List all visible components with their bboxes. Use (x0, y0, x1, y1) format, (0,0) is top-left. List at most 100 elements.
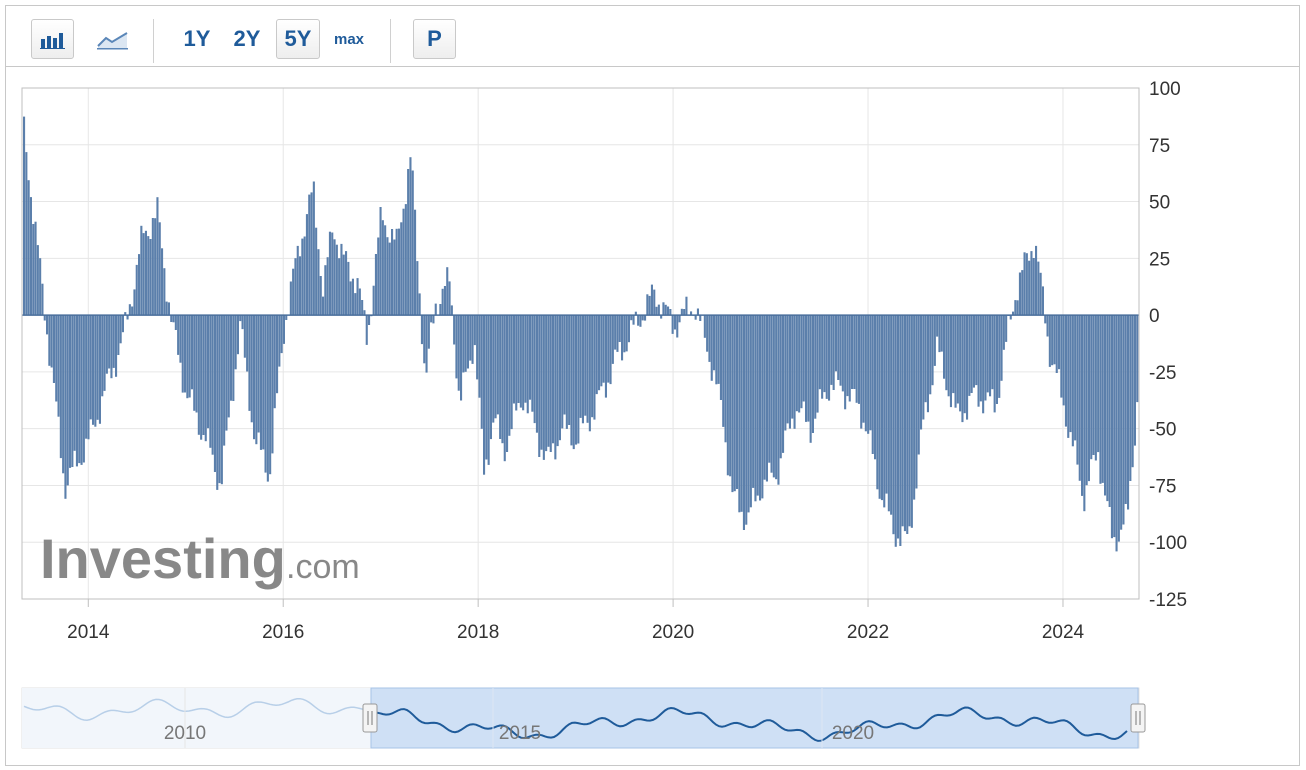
bar (1039, 272, 1042, 316)
navigator-selected-range[interactable] (370, 687, 1139, 749)
bar (397, 228, 400, 316)
bar (648, 295, 651, 316)
bar (848, 315, 851, 402)
bar (1028, 260, 1031, 316)
bar (469, 315, 472, 361)
bar (740, 315, 743, 512)
bar (66, 315, 69, 486)
bar (282, 315, 285, 344)
bar (715, 315, 718, 385)
bar (135, 264, 138, 316)
bar (894, 315, 897, 547)
bar (1113, 315, 1116, 538)
bar (903, 315, 906, 532)
bar (85, 315, 88, 439)
bar (1090, 315, 1093, 460)
bar (202, 315, 205, 435)
bar (1122, 315, 1125, 525)
p-button[interactable]: P (413, 19, 456, 59)
bar (1060, 315, 1063, 398)
bar (218, 315, 221, 484)
bar (1071, 315, 1074, 447)
bar (800, 315, 803, 409)
bar (662, 302, 665, 316)
bar (515, 315, 518, 411)
navigator-handle-right[interactable] (1130, 703, 1146, 733)
bar (650, 284, 653, 316)
bar (170, 315, 173, 322)
bar (190, 315, 193, 390)
navigator-label-2010: 2010 (164, 723, 206, 744)
bar (395, 228, 398, 316)
y-tick-label: -100 (1149, 533, 1187, 554)
bar (961, 315, 964, 423)
bar (669, 309, 672, 316)
bar (294, 258, 297, 316)
investing-logo: Investing .com (40, 527, 360, 590)
bar (211, 315, 214, 455)
bar (121, 315, 124, 333)
bar (384, 225, 387, 316)
bar (499, 315, 502, 439)
bar (841, 315, 844, 392)
bar (407, 169, 410, 316)
bar (213, 315, 216, 472)
bar (388, 242, 391, 316)
y-tick-label: -25 (1149, 363, 1176, 384)
bar (788, 315, 791, 429)
range-max-button[interactable]: max (333, 30, 365, 48)
bar (165, 301, 168, 316)
bar (885, 315, 888, 494)
bar (450, 305, 453, 316)
bar (234, 315, 237, 370)
bar (577, 315, 580, 444)
bar (706, 315, 709, 352)
bar (526, 315, 529, 414)
bar (710, 315, 713, 381)
bar (584, 315, 587, 416)
bar (933, 315, 936, 366)
bar (770, 315, 773, 473)
navigator-handle-left[interactable] (362, 703, 378, 733)
y-tick-label: 100 (1149, 79, 1181, 100)
bar (349, 281, 352, 316)
bar (869, 315, 872, 431)
range-5y-button[interactable]: 5Y (276, 19, 320, 59)
range-2y-button[interactable]: 2Y (233, 26, 261, 51)
bar (572, 315, 575, 450)
toolbar-separator (390, 19, 391, 63)
bar (126, 315, 129, 320)
bar (418, 293, 421, 316)
line-chart-button[interactable] (91, 19, 134, 59)
bar (29, 197, 32, 316)
bar (832, 315, 835, 390)
bar-chart-button[interactable] (31, 19, 74, 59)
bar (377, 237, 380, 316)
bar (393, 239, 396, 316)
bar (1032, 258, 1035, 316)
bar (864, 315, 867, 432)
bar (908, 315, 911, 527)
bar (425, 315, 428, 373)
bar (694, 315, 697, 320)
bar (487, 315, 490, 465)
bar (1083, 315, 1086, 512)
bar (1005, 315, 1008, 342)
bar (333, 239, 336, 316)
range-1y-button[interactable]: 1Y (183, 26, 211, 51)
bar (1023, 252, 1026, 316)
bar (989, 315, 992, 397)
bar (791, 315, 794, 419)
bar (713, 315, 716, 371)
bar (1035, 245, 1038, 316)
bar (627, 315, 630, 343)
bar (602, 315, 605, 383)
bar (43, 315, 46, 321)
bar (255, 315, 258, 445)
bar (855, 315, 858, 403)
bar (128, 304, 131, 316)
bar (552, 315, 555, 444)
x-tick-label: 2020 (652, 622, 694, 643)
bar (273, 315, 276, 409)
bar (834, 315, 837, 372)
